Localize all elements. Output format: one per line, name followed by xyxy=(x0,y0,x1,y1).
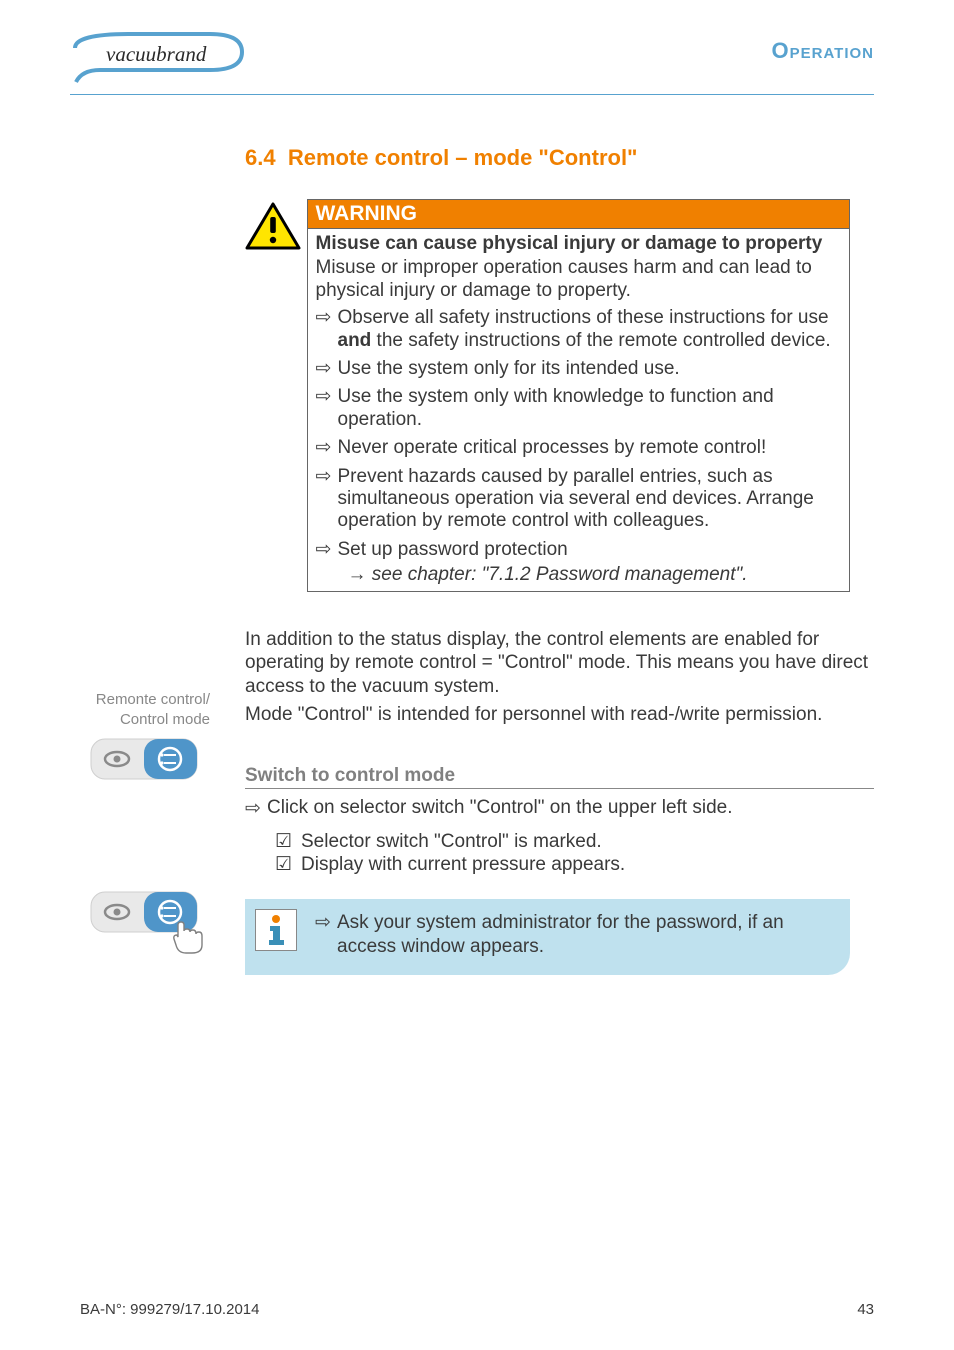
info-icon xyxy=(255,909,297,951)
chapter-title: Operation xyxy=(771,38,874,64)
mode-toggle-click-illustration xyxy=(90,891,198,962)
step-text: Click on selector switch "Control" on th… xyxy=(267,797,732,820)
warning-item: Set up password protection xyxy=(338,539,842,561)
warning-reference: → see chapter: "7.1.2 Password managemen… xyxy=(348,564,842,586)
body-paragraph-1: In addition to the status display, the c… xyxy=(245,628,874,699)
warning-item: Prevent hazards caused by parallel entri… xyxy=(338,466,842,533)
warning-list: ⇨Observe all safety instructions of thes… xyxy=(316,304,842,586)
result-item: Display with current pressure appears. xyxy=(301,853,625,877)
warning-box: WARNING Misuse can cause physical injury… xyxy=(245,199,850,592)
section-heading: 6.4 Remote control – mode "Control" xyxy=(245,145,874,171)
arrow-bullet-icon: ⇨ xyxy=(316,386,338,431)
step-line: ⇨ Click on selector switch "Control" on … xyxy=(245,797,874,820)
arrow-bullet-icon: ⇨ xyxy=(316,358,338,380)
body-paragraph-2: Mode "Control" is intended for personnel… xyxy=(245,703,874,727)
page-footer: BA-N°: 999279/17.10.2014 43 xyxy=(80,1301,874,1318)
section-title-text: Remote control – mode "Control" xyxy=(288,145,638,170)
warning-subtitle: Misuse can cause physical injury or dama… xyxy=(316,233,842,255)
info-note-box: ⇨ Ask your system administrator for the … xyxy=(245,899,850,975)
mode-toggle-illustration xyxy=(90,738,198,785)
check-icon: ☑ xyxy=(275,853,301,877)
header-rule xyxy=(70,94,874,95)
warning-label: WARNING xyxy=(307,200,850,229)
arrow-bullet-icon: ⇨ xyxy=(316,466,338,533)
section-number: 6.4 xyxy=(245,145,276,170)
brand-logo-text: vacuubrand xyxy=(106,42,206,67)
arrow-bullet-icon: ⇨ xyxy=(316,539,338,561)
arrow-bullet-icon: ⇨ xyxy=(245,797,267,820)
arrow-bullet-icon: ⇨ xyxy=(316,307,338,352)
warning-item: Never operate critical processes by remo… xyxy=(338,437,842,459)
page-header: vacuubrand Operation xyxy=(70,30,874,100)
warning-triangle-icon xyxy=(245,202,301,252)
arrow-bullet-icon: ⇨ xyxy=(316,437,338,459)
margin-note: Remonte control/ Control mode xyxy=(60,690,210,729)
arrow-bullet-icon: ⇨ xyxy=(315,911,337,959)
check-icon: ☑ xyxy=(275,830,301,854)
info-text: Ask your system administrator for the pa… xyxy=(337,911,836,959)
result-list: ☑Selector switch "Control" is marked. ☑D… xyxy=(275,830,874,878)
warning-item: Observe all safety instructions of these… xyxy=(338,307,842,352)
warning-item: Use the system only for its intended use… xyxy=(338,358,842,380)
warning-lead: Misuse or improper operation causes harm… xyxy=(316,257,842,302)
result-item: Selector switch "Control" is marked. xyxy=(301,830,602,854)
page-number: 43 xyxy=(857,1301,874,1318)
warning-item: Use the system only with knowledge to fu… xyxy=(338,386,842,431)
footer-docid: BA-N°: 999279/17.10.2014 xyxy=(80,1301,259,1318)
subheading-switch-mode: Switch to control mode xyxy=(245,765,874,789)
brand-logo: vacuubrand xyxy=(70,30,250,86)
